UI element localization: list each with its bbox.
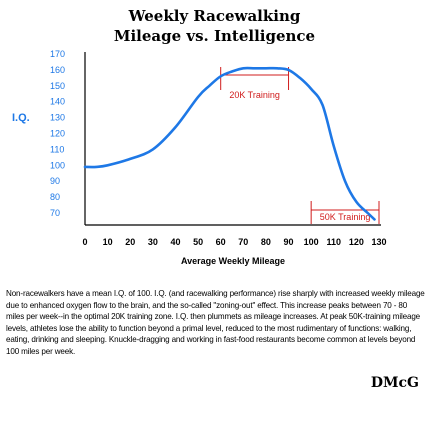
x-axis-ticks: 0 10 20 30 40 50 60 70 80 90 100 110 120 130: [82, 237, 386, 247]
x-tick-label: 60: [216, 237, 226, 247]
y-axis-label: I.Q.: [12, 112, 30, 124]
x-tick-label: 110: [327, 237, 342, 247]
chart-title-line-2: Mileage vs. Intelligence: [113, 27, 316, 45]
bracket-label: 50K Training: [320, 212, 371, 222]
y-tick-label: 140: [50, 97, 65, 107]
x-tick-label: 50: [193, 237, 203, 247]
x-tick-label: 30: [148, 237, 158, 247]
training-annotations: 20K Training 50K Training: [220, 67, 380, 224]
x-tick-label: 70: [238, 237, 248, 247]
author-signature: DMcG: [370, 375, 419, 391]
y-tick-label: 110: [50, 144, 64, 154]
x-tick-label: 120: [349, 237, 364, 247]
y-tick-label: 80: [50, 192, 60, 202]
y-tick-label: 70: [50, 208, 60, 218]
training-bracket: 50K Training: [310, 201, 380, 224]
y-tick-label: 160: [50, 65, 65, 75]
x-tick-label: 80: [261, 237, 271, 247]
y-tick-label: 130: [50, 113, 65, 123]
x-tick-label: 40: [170, 237, 180, 247]
series-layer: [83, 66, 376, 221]
chart-title: Weekly Racewalking Mileage vs. Intellige…: [0, 6, 429, 46]
y-tick-label: 90: [50, 176, 60, 186]
y-tick-label: 100: [50, 160, 65, 170]
chart-title-line-1: Weekly Racewalking: [128, 7, 301, 25]
y-tick-label: 120: [50, 129, 65, 139]
x-axis-label: Average Weekly Mileage: [181, 256, 285, 266]
y-tick-label: 150: [50, 81, 65, 91]
iq-series-line: [83, 66, 376, 221]
y-axis-ticks: 70 80 90 100 110 120 130 140 150 160 170: [50, 49, 65, 218]
bracket-label: 20K Training: [229, 90, 280, 100]
x-tick-label: 100: [304, 237, 319, 247]
x-tick-label: 0: [82, 237, 87, 247]
chart-plot: 70 80 90 100 110 120 130 140 150 160 170 0 10 20 30 40…: [12, 49, 387, 266]
x-tick-label: 90: [284, 237, 294, 247]
chart-caption: Non-racewalkers have a mean I.Q. of 100.…: [6, 289, 425, 356]
y-tick-label: 170: [50, 49, 65, 59]
x-tick-label: 20: [125, 237, 135, 247]
x-tick-label: 10: [103, 237, 113, 247]
x-tick-label: 130: [371, 237, 386, 247]
